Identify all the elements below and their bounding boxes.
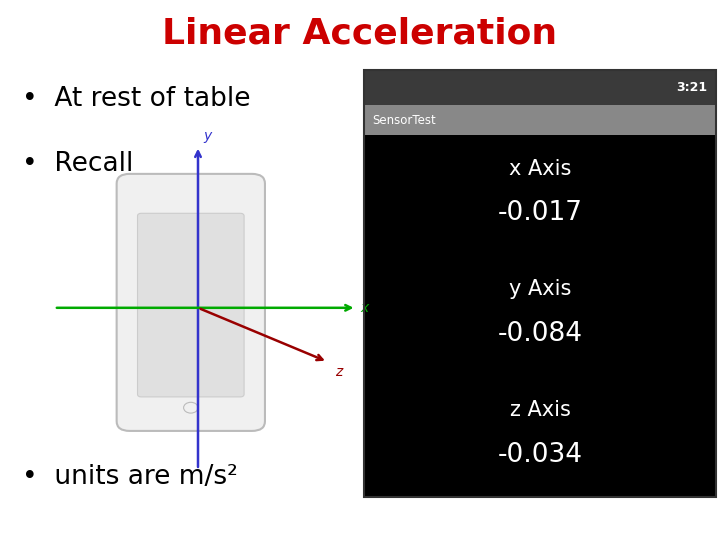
Text: y: y xyxy=(204,129,212,143)
Text: 3:21: 3:21 xyxy=(677,81,708,94)
Text: •  units are m/s²: • units are m/s² xyxy=(22,464,238,490)
Text: -0.034: -0.034 xyxy=(498,442,582,468)
Circle shape xyxy=(184,402,198,413)
FancyBboxPatch shape xyxy=(364,135,716,497)
FancyBboxPatch shape xyxy=(364,105,716,135)
Text: x Axis: x Axis xyxy=(509,159,571,179)
Text: x: x xyxy=(360,301,368,315)
Text: -0.017: -0.017 xyxy=(498,200,582,226)
FancyBboxPatch shape xyxy=(364,70,716,105)
Text: z Axis: z Axis xyxy=(510,400,570,420)
Text: z: z xyxy=(335,364,342,379)
Text: •  At rest of table: • At rest of table xyxy=(22,86,250,112)
Text: Linear Acceleration: Linear Acceleration xyxy=(163,16,557,50)
FancyBboxPatch shape xyxy=(138,213,244,397)
Text: -0.084: -0.084 xyxy=(498,321,582,347)
FancyBboxPatch shape xyxy=(117,174,265,431)
Text: SensorTest: SensorTest xyxy=(372,113,436,127)
Text: y Axis: y Axis xyxy=(509,279,571,299)
Text: •  Recall: • Recall xyxy=(22,151,133,177)
